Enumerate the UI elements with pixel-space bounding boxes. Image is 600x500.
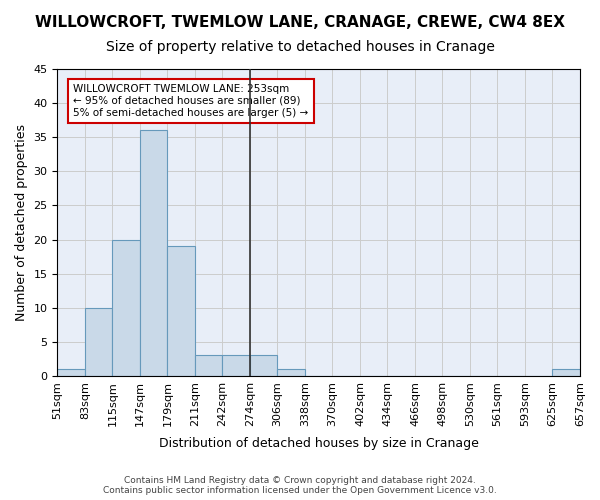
- Text: WILLOWCROFT, TWEMLOW LANE, CRANAGE, CREWE, CW4 8EX: WILLOWCROFT, TWEMLOW LANE, CRANAGE, CREW…: [35, 15, 565, 30]
- Text: Size of property relative to detached houses in Cranage: Size of property relative to detached ho…: [106, 40, 494, 54]
- Y-axis label: Number of detached properties: Number of detached properties: [15, 124, 28, 321]
- Bar: [167, 246, 195, 376]
- Bar: [553, 369, 580, 376]
- Bar: [277, 369, 305, 376]
- Bar: [112, 240, 140, 376]
- Bar: [223, 356, 250, 376]
- X-axis label: Distribution of detached houses by size in Cranage: Distribution of detached houses by size …: [159, 437, 479, 450]
- Text: Contains HM Land Registry data © Crown copyright and database right 2024.
Contai: Contains HM Land Registry data © Crown c…: [103, 476, 497, 495]
- Bar: [140, 130, 167, 376]
- Bar: [195, 356, 223, 376]
- Bar: [85, 308, 112, 376]
- Bar: [250, 356, 277, 376]
- Bar: [58, 369, 85, 376]
- Text: WILLOWCROFT TWEMLOW LANE: 253sqm
← 95% of detached houses are smaller (89)
5% of: WILLOWCROFT TWEMLOW LANE: 253sqm ← 95% o…: [73, 84, 308, 117]
